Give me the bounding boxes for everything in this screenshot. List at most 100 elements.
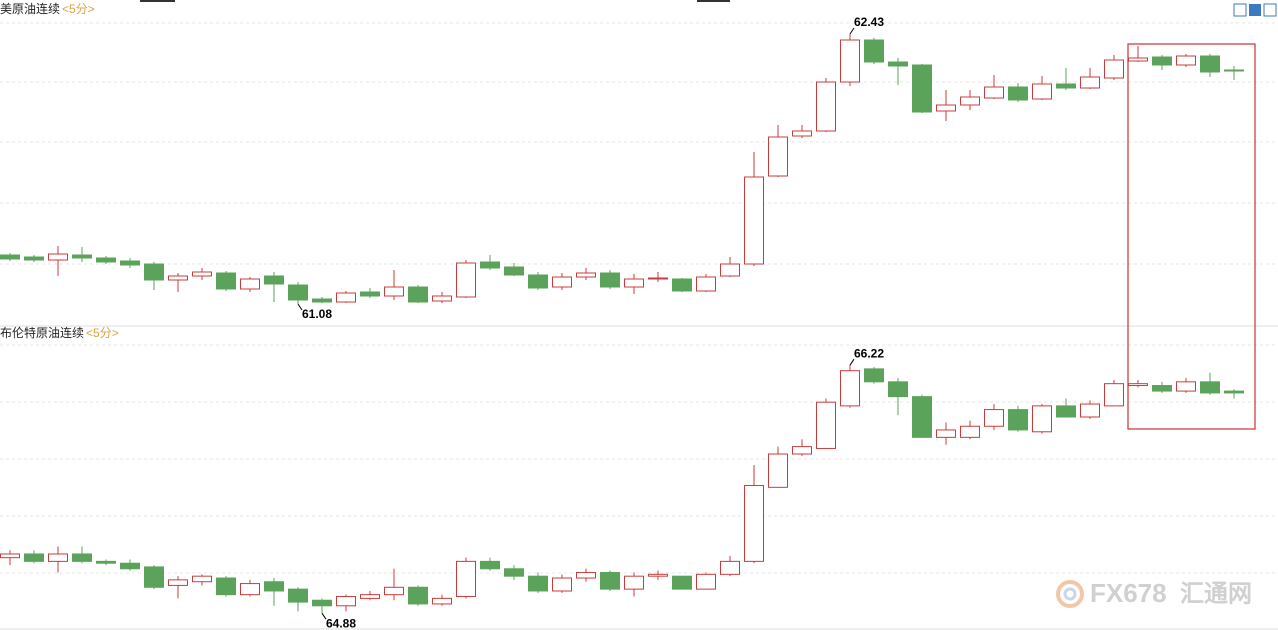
candle-body (1200, 55, 1220, 73)
candle-body (1080, 76, 1100, 89)
candle-body (312, 298, 332, 303)
candle-body (624, 575, 644, 590)
icon[interactable] (1233, 3, 1247, 17)
logo (1056, 580, 1084, 608)
candle-body (744, 484, 764, 562)
candle-body (480, 261, 500, 269)
candle-body (0, 254, 20, 260)
candle-body (648, 277, 668, 280)
candle-body (600, 272, 620, 288)
candle-body (312, 599, 332, 607)
candle-body (912, 64, 932, 113)
candle-body (336, 596, 356, 607)
toolbar-icons (1233, 3, 1277, 17)
candle-body (720, 560, 740, 575)
logo (1063, 587, 1077, 601)
candle-body (1224, 390, 1244, 394)
candle-body (1128, 57, 1148, 62)
candle-body (384, 586, 404, 596)
candle-body (120, 562, 140, 570)
candle-body (336, 292, 356, 303)
toolbar-edge (140, 0, 175, 2)
candle-body (408, 286, 428, 303)
candle-body (1032, 83, 1052, 100)
candle-body (1032, 405, 1052, 433)
candle-body (216, 272, 236, 290)
candle-body (504, 568, 524, 577)
candle-body (528, 274, 548, 289)
candle-body (672, 575, 692, 590)
candle-body (936, 429, 956, 438)
candle-body (360, 594, 380, 599)
icon[interactable] (1249, 4, 1261, 16)
candle-body (576, 571, 596, 579)
candle-body (48, 253, 68, 261)
candle-body (1104, 383, 1124, 407)
candle-body (1200, 381, 1220, 394)
highlight-box (1127, 43, 1256, 430)
watermark-name: 汇通网 (1180, 580, 1252, 607)
candle-body (960, 96, 980, 106)
candle-body (408, 586, 428, 605)
candle-body (528, 575, 548, 592)
panel-period: <5分> (86, 326, 119, 340)
candle-body (1176, 55, 1196, 66)
candle-body (984, 409, 1004, 427)
candle-body (936, 104, 956, 112)
candle-body (768, 453, 788, 488)
candle-body (1008, 409, 1028, 431)
candle-body (48, 553, 68, 562)
toolbar-edge (697, 0, 730, 2)
high-label: 62.43 (854, 15, 884, 29)
candle-body (912, 396, 932, 438)
candle-body (480, 560, 500, 570)
low-label: 61.08 (302, 307, 332, 321)
candle-body (648, 573, 668, 577)
candle-body (1176, 381, 1196, 392)
label-pointer (849, 27, 855, 35)
candle-body (96, 257, 116, 263)
candle-body (264, 581, 284, 592)
candle-body (96, 560, 116, 564)
panel-title: 布伦特原油连续 (0, 325, 84, 340)
candle-body (624, 278, 644, 288)
candle-body (696, 573, 716, 590)
candle-body (144, 566, 164, 588)
candle-body (240, 278, 260, 290)
candle-body (696, 276, 716, 292)
candle-body (816, 401, 836, 449)
candle-body (672, 278, 692, 292)
candle-body (744, 176, 764, 265)
watermark: FX678 汇通网 (1056, 578, 1252, 608)
candle-body (288, 284, 308, 301)
candle-body (504, 266, 524, 276)
watermark-brand: FX678 (1090, 578, 1167, 608)
candle-body (0, 553, 20, 559)
label-pointer (297, 303, 303, 311)
candle-body (792, 130, 812, 137)
candle-body (432, 295, 452, 302)
candle-body (600, 571, 620, 590)
candle-body (984, 86, 1004, 99)
candle-body (768, 136, 788, 177)
candle-body (24, 553, 44, 562)
candle-body (1056, 83, 1076, 89)
candle-body (24, 256, 44, 261)
candle-body (168, 579, 188, 586)
candle-body (168, 275, 188, 281)
candle-body (792, 446, 812, 455)
candle-body (288, 588, 308, 603)
icon[interactable] (1263, 3, 1277, 17)
candle-body (432, 597, 452, 605)
candle-body (1080, 403, 1100, 418)
candle-body (864, 39, 884, 63)
candle-body (888, 381, 908, 398)
candle-body (960, 425, 980, 438)
candle-body (1224, 69, 1244, 72)
candle-body (1056, 405, 1076, 418)
candle-body (1104, 59, 1124, 79)
candle-body (120, 260, 140, 266)
